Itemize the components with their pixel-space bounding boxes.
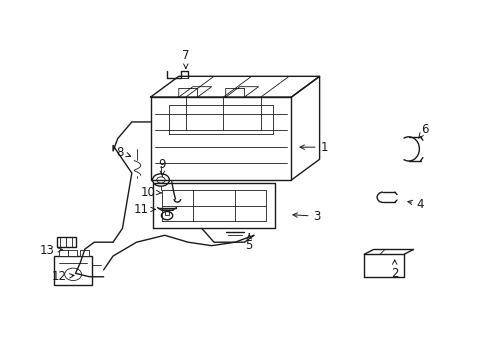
Text: 12: 12 <box>51 270 74 283</box>
Text: 11: 11 <box>133 203 155 216</box>
Bar <box>68 250 77 256</box>
Text: 9: 9 <box>158 158 166 176</box>
Text: 8: 8 <box>116 146 130 159</box>
Bar <box>57 237 75 247</box>
Text: 1: 1 <box>300 141 327 154</box>
Text: 3: 3 <box>292 210 320 223</box>
Text: 13: 13 <box>40 244 62 257</box>
Bar <box>80 250 88 256</box>
Text: 4: 4 <box>407 198 424 211</box>
Bar <box>59 250 67 256</box>
Text: 7: 7 <box>182 49 189 68</box>
Text: 5: 5 <box>245 234 252 252</box>
Bar <box>54 256 92 285</box>
Text: 6: 6 <box>418 123 428 138</box>
Text: 2: 2 <box>390 260 398 280</box>
Text: 10: 10 <box>141 186 161 199</box>
